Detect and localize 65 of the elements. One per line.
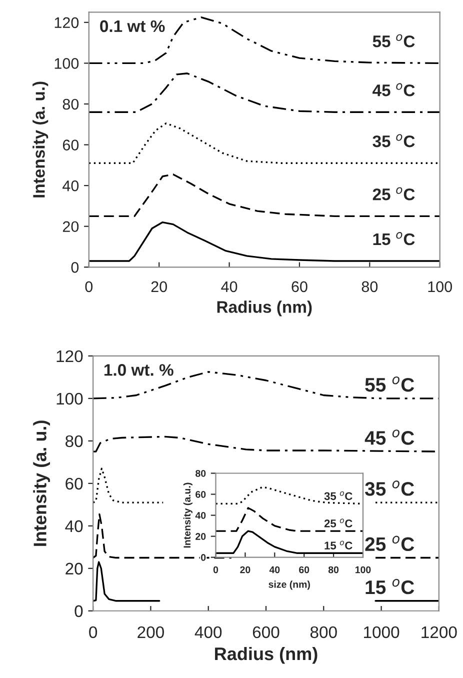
x-tick-label: 100 [428,281,452,292]
series-label: 45 $^{o}$C [364,430,414,445]
x-tick-label: 80 [328,566,339,574]
annotation: 1.0 wt. % [104,364,174,376]
x-tick-label: 80 [362,281,378,292]
y-tick-label: 120 [56,350,83,362]
y-tick-label: 0 [201,554,206,561]
line-series [88,221,440,262]
y-axis-title: Intensity (a. u.) [33,420,50,546]
y-tick-label: 60 [62,140,79,150]
y-tick-label: 40 [62,180,79,192]
series-label: 15 $^{o}$C [324,540,352,550]
x-tick-label: 800 [310,626,337,638]
y-tick-label: 80 [196,470,206,477]
x-tick-label: 20 [151,281,167,292]
y-tick-label: 40 [195,512,206,519]
y-tick-label: 60 [196,490,206,498]
line-series [88,16,440,64]
y-axis-title: Intensity (a.u.) [183,482,192,548]
series-label: 55 $^{o}$C [365,376,414,392]
x-tick-label: 200 [138,626,164,638]
series-label: 15 $^{o}$C [366,578,414,594]
x-axis-title: Radius (nm) [217,300,312,316]
series-label: 25 $^{o}$C [372,187,415,200]
line-series [88,122,440,164]
line-series [216,530,363,554]
series-label: 55 $^{o}$C [372,34,415,48]
x-tick-label: 0 [89,626,98,638]
x-tick-label: 60 [292,281,308,292]
y-tick-label: 0 [74,605,83,618]
series-label: 15 $^{o}$C [373,232,415,246]
series-label: 25 $^{o}$C [365,536,414,552]
y-tick-label: 100 [54,58,79,69]
line-series [216,507,363,532]
x-tick-label: 40 [269,566,280,574]
series-label: 35 $^{o}$C [324,491,352,500]
y-tick-label: 40 [65,520,83,532]
y-tick-label: 20 [196,533,206,540]
x-tick-label: 20 [240,566,250,574]
y-tick-label: 100 [56,392,83,405]
x-tick-label: 40 [221,281,238,292]
series-label: 45 $^{o}$C [372,83,415,96]
x-tick-label: 100 [355,566,371,574]
y-tick-label: 0 [71,262,79,273]
x-tick-label: 0 [213,566,218,574]
x-tick-label: 1200 [422,626,457,638]
y-axis-title: Intensity (a. u.) [32,82,48,198]
series-label: 35 $^{o}$C [364,480,414,496]
y-tick-label: 60 [66,478,83,490]
x-axis-title: Radius (nm) [215,646,318,664]
x-tick-label: 0 [85,281,93,292]
x-tick-label: 400 [194,626,222,638]
series-label: 25 $^{o}$C [324,518,352,528]
x-axis-title: size (nm) [268,580,310,590]
y-tick-label: 80 [66,435,83,448]
x-tick-label: 1000 [364,626,400,638]
x-tick-label: 600 [252,626,280,638]
y-tick-label: 80 [62,98,79,110]
x-tick-label: 60 [299,566,310,574]
line-series [88,72,440,113]
series-label: 35 $^{o}$C [372,134,415,148]
y-tick-label: 20 [62,221,79,232]
y-tick-label: 120 [54,17,79,28]
annotation: 0.1 wt % [100,20,165,32]
line-series [88,174,440,217]
